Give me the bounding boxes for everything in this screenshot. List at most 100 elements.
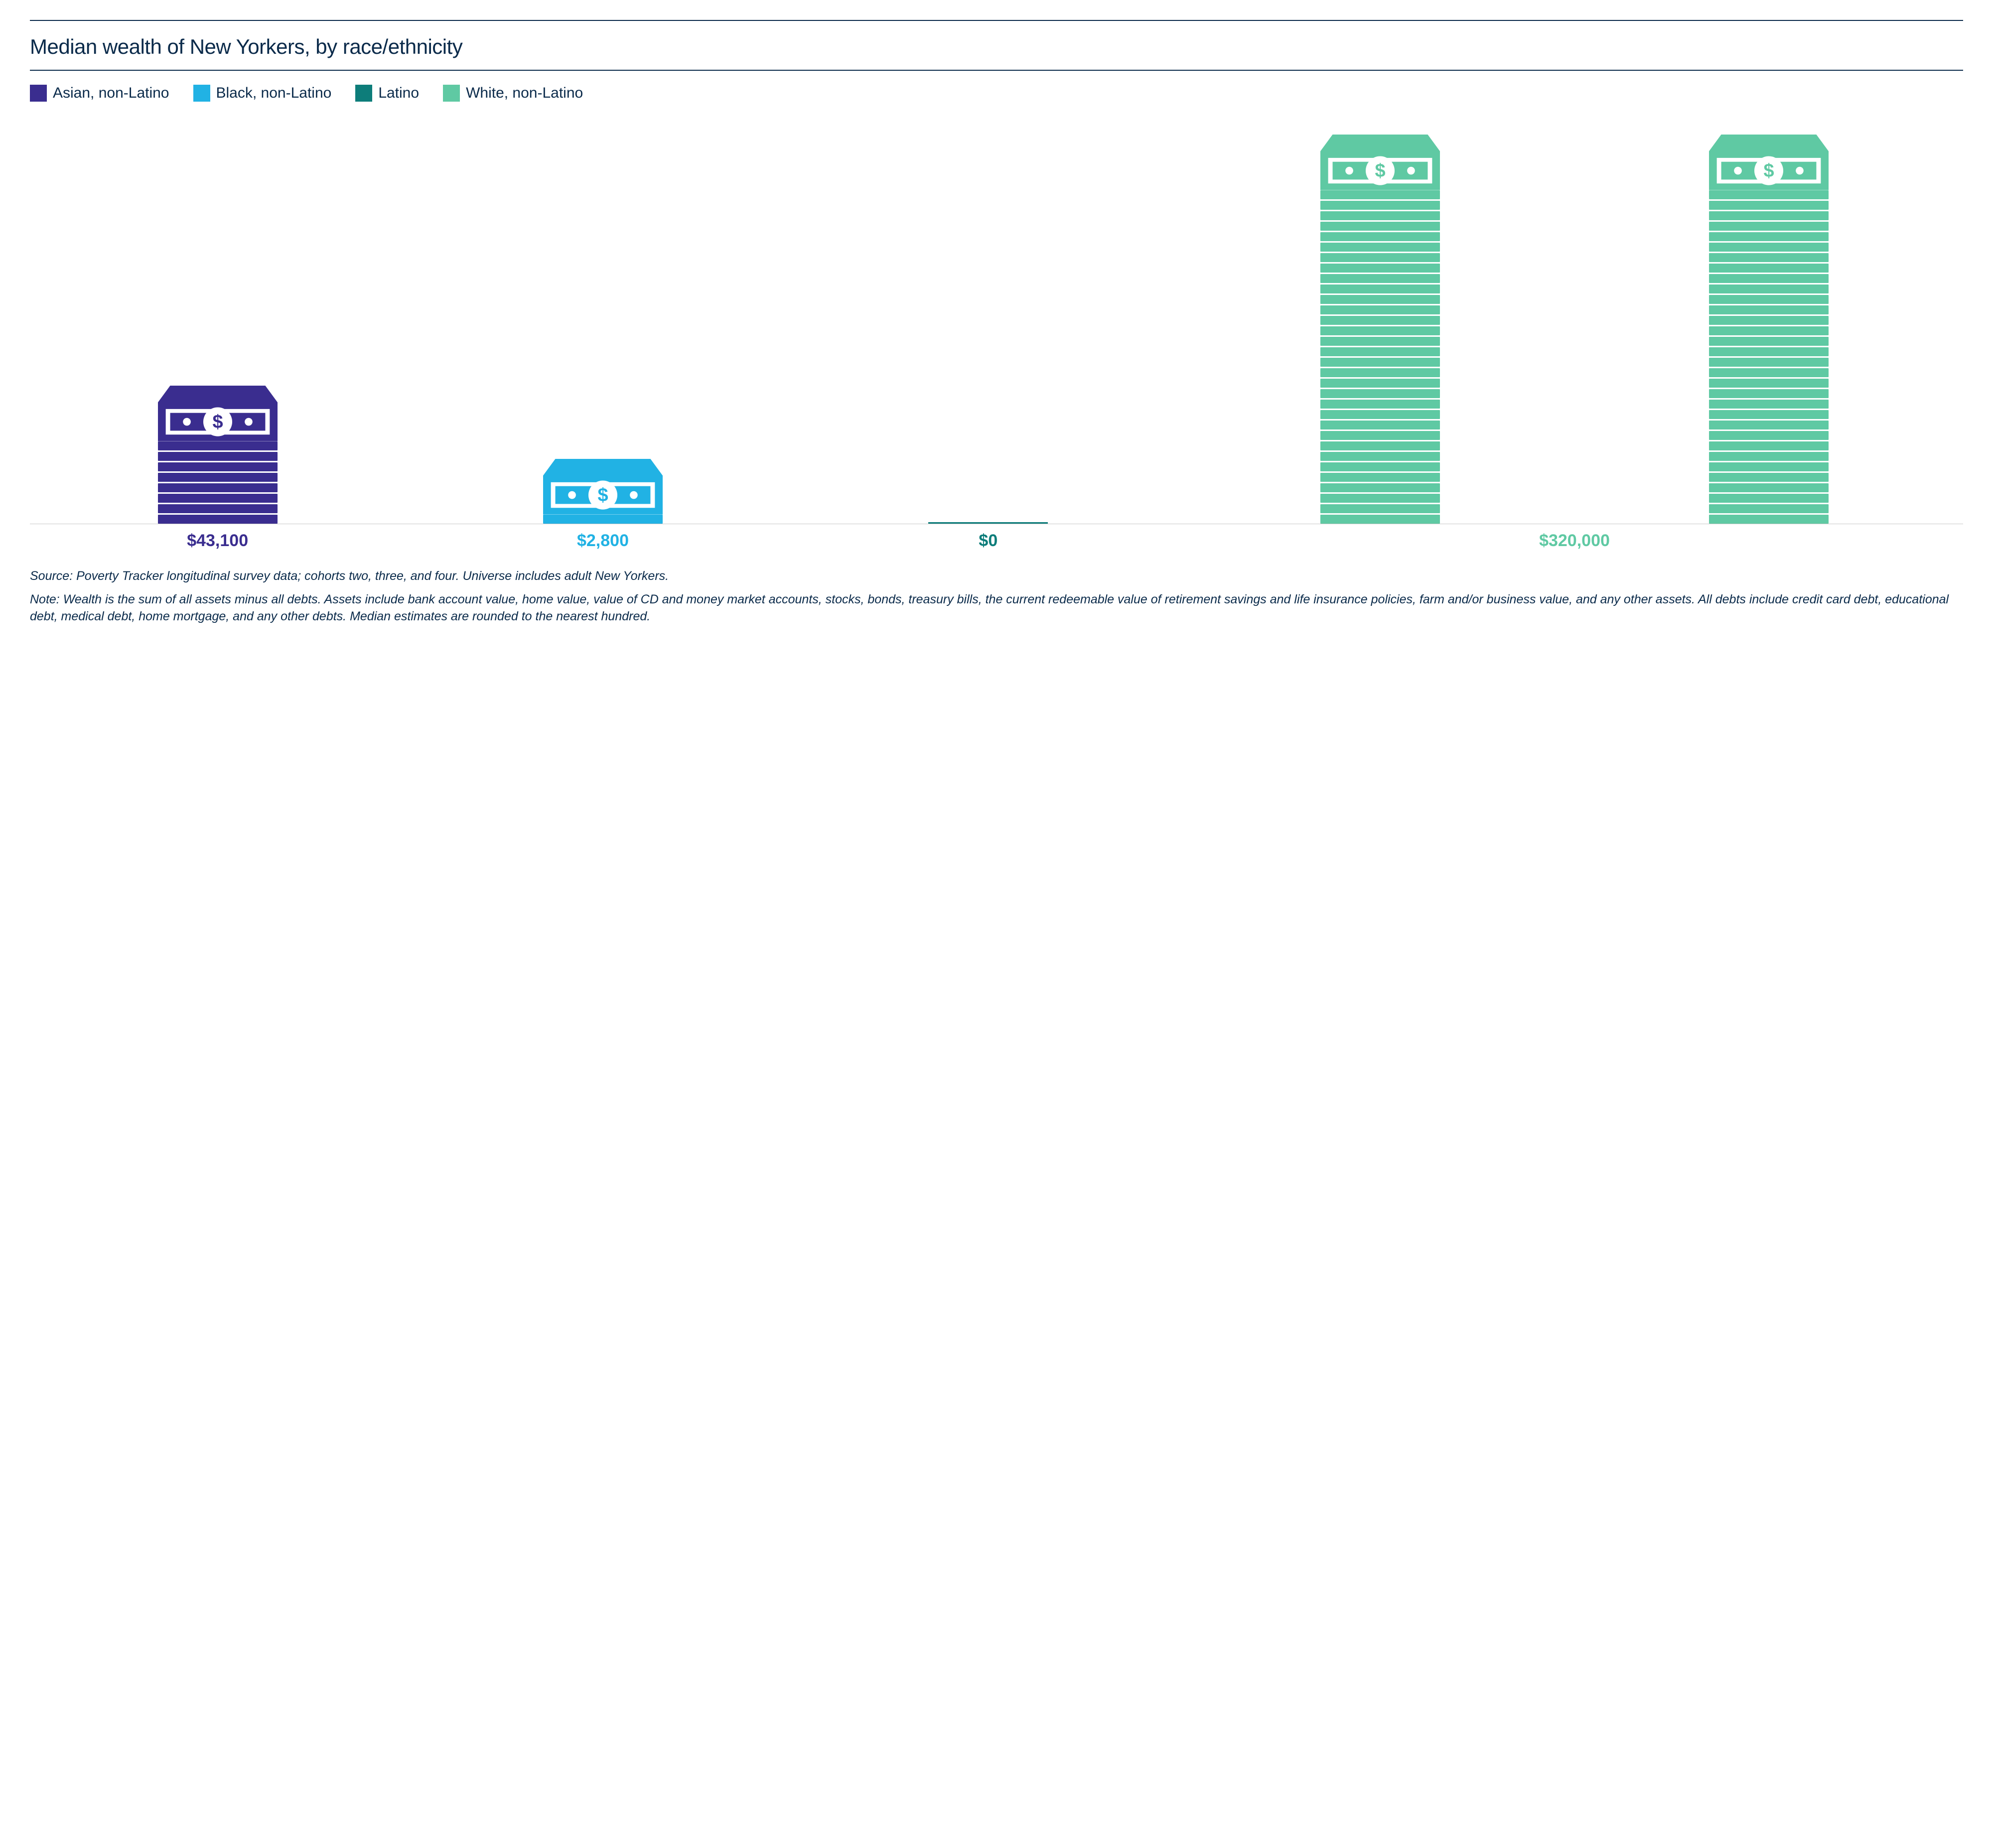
bill-slice [1320, 389, 1440, 398]
bill-slice [1709, 368, 1829, 377]
legend-swatch [443, 85, 460, 102]
bill-slice [1320, 421, 1440, 429]
bill-slice [1709, 295, 1829, 304]
bill-slice [158, 441, 278, 450]
legend: Asian, non-Latino Black, non-Latino Lati… [30, 71, 1963, 111]
bill-slice [1320, 347, 1440, 356]
money-stack: $ [420, 116, 785, 524]
legend-swatch [193, 85, 210, 102]
bill-slice [1320, 232, 1440, 241]
bill-slice [1709, 400, 1829, 409]
svg-text:$: $ [1375, 160, 1385, 181]
bill-slice [1709, 222, 1829, 231]
bill-slice [1709, 337, 1829, 346]
bill-stack [158, 441, 278, 524]
value-label-white: $320,000 [1191, 531, 1958, 551]
bill-slice [1709, 201, 1829, 210]
bill-slice [1320, 400, 1440, 409]
legend-item-latino: Latino [355, 85, 419, 102]
bill-slice [1709, 274, 1829, 283]
zero-marker [928, 522, 1048, 524]
bill-slice [1320, 410, 1440, 419]
bill-slice [158, 504, 278, 513]
bill-slice [1320, 452, 1440, 461]
category-black: $ [420, 116, 785, 524]
bill-slice [1709, 211, 1829, 220]
bill-slice [158, 452, 278, 461]
value-label-asian: $43,100 [35, 531, 400, 551]
money-stack: $ [1579, 116, 1958, 524]
money-stack [806, 116, 1171, 524]
dollar-bill-icon: $ [1709, 135, 1829, 190]
bill-slice [1709, 358, 1829, 367]
footnotes: Source: Poverty Tracker longitudinal sur… [30, 568, 1963, 625]
bill-stack [1709, 190, 1829, 524]
bill-slice [1320, 253, 1440, 262]
bill-slice [1320, 222, 1440, 231]
legend-label: Black, non-Latino [216, 85, 332, 102]
bill-slice [1320, 264, 1440, 273]
bill-slice [1320, 431, 1440, 440]
svg-text:$: $ [1763, 160, 1774, 181]
chart-title: Median wealth of New Yorkers, by race/et… [30, 21, 1963, 70]
value-label-black: $2,800 [420, 531, 785, 551]
bill-slice [1709, 421, 1829, 429]
bill-slice [1709, 305, 1829, 314]
bill-stack [543, 515, 663, 524]
bill-slice [1320, 274, 1440, 283]
bill-slice [1320, 483, 1440, 492]
bill-slice [1320, 504, 1440, 513]
dollar-bill-icon: $ [158, 386, 278, 441]
bill-slice [1320, 316, 1440, 325]
bill-slice [1320, 211, 1440, 220]
bill-slice [1709, 232, 1829, 241]
bill-slice [1320, 494, 1440, 503]
bill-slice [1709, 264, 1829, 273]
value-label-latino: $0 [806, 531, 1171, 551]
legend-label: Latino [378, 85, 419, 102]
svg-text:$: $ [212, 412, 223, 432]
bill-slice [1709, 284, 1829, 293]
bill-slice [1709, 483, 1829, 492]
bill-slice [1320, 473, 1440, 482]
legend-swatch [30, 85, 47, 102]
legend-item-white: White, non-Latino [443, 85, 583, 102]
money-stack: $ [35, 116, 400, 524]
bill-slice [1320, 379, 1440, 388]
legend-label: Asian, non-Latino [53, 85, 169, 102]
bill-slice [158, 483, 278, 492]
bill-slice [1320, 368, 1440, 377]
legend-swatch [355, 85, 372, 102]
bill-slice [1709, 431, 1829, 440]
bill-slice [1320, 243, 1440, 252]
bill-slice [1320, 358, 1440, 367]
bill-slice [1709, 441, 1829, 450]
bill-slice [1320, 201, 1440, 210]
dollar-bill-icon: $ [1320, 135, 1440, 190]
bill-slice [1320, 190, 1440, 199]
bill-slice [158, 515, 278, 524]
bill-slice [158, 494, 278, 503]
bill-slice [1320, 295, 1440, 304]
bill-stack [1320, 190, 1440, 524]
bill-slice [1320, 305, 1440, 314]
money-stack: $ [1191, 116, 1569, 524]
bill-slice [1320, 462, 1440, 471]
bill-slice [1709, 462, 1829, 471]
bill-slice [1320, 326, 1440, 335]
bill-slice [1709, 452, 1829, 461]
bill-slice [1709, 253, 1829, 262]
value-labels-row: $43,100 $2,800 $0 $320,000 [30, 524, 1963, 551]
bill-slice [158, 462, 278, 471]
legend-label: White, non-Latino [466, 85, 583, 102]
bill-slice [543, 515, 663, 524]
bill-slice [1320, 515, 1440, 524]
category-white: $ $ [1191, 116, 1958, 524]
category-asian: $ [35, 116, 400, 524]
dollar-bill-icon: $ [543, 459, 663, 515]
bill-slice [1709, 316, 1829, 325]
legend-item-black: Black, non-Latino [193, 85, 332, 102]
bill-slice [1709, 410, 1829, 419]
bill-slice [1320, 337, 1440, 346]
bill-slice [1709, 190, 1829, 199]
